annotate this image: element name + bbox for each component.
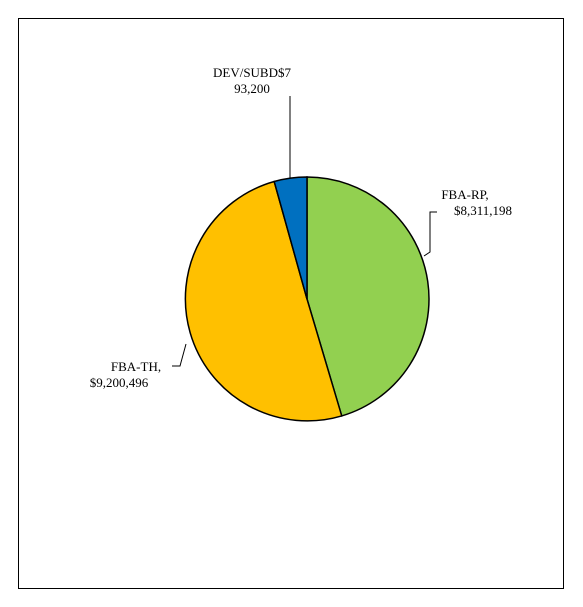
pie-slice-fba-th bbox=[184, 180, 343, 422]
leader-line-fba-rp bbox=[423, 211, 437, 257]
data-label-fba-rp-line2: $8,311,198 bbox=[454, 203, 512, 218]
data-label-dev-subd-line2: 93,200 bbox=[234, 81, 270, 96]
data-label-fba-th-line1: FBA-TH, bbox=[111, 359, 161, 374]
pie-slice-dev-subd bbox=[273, 176, 308, 300]
pie-slices bbox=[184, 176, 430, 422]
leader-line-fba-th bbox=[172, 343, 187, 367]
data-label-fba-th-line2: $9,200,496 bbox=[90, 375, 149, 390]
pie-slice-fba-rp bbox=[306, 176, 430, 417]
data-label-fba-rp-line1: FBA-RP, bbox=[441, 187, 488, 202]
data-label-dev-subd-line1: DEV/SUBD$7 bbox=[213, 65, 292, 80]
